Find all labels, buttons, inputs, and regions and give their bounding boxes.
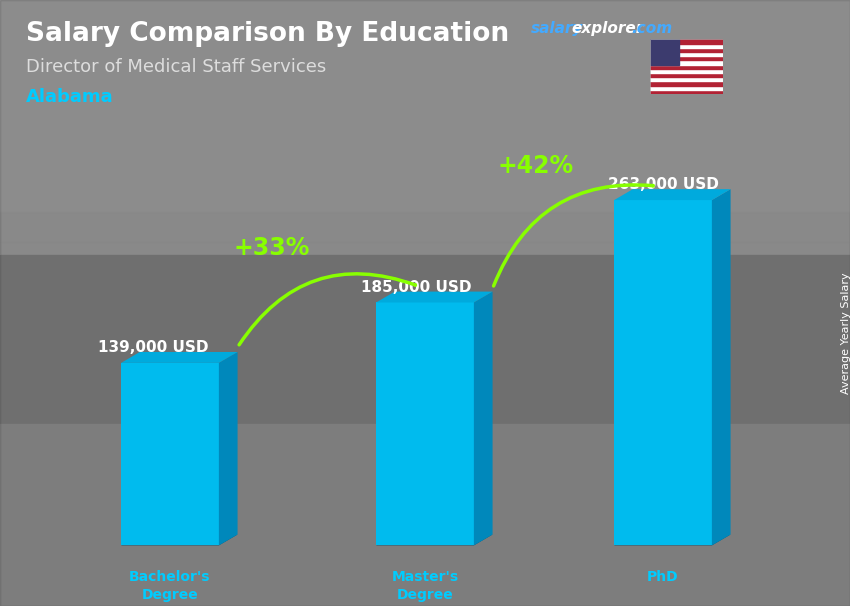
Polygon shape [376, 534, 492, 545]
Bar [650, 90, 722, 94]
Text: 263,000 USD: 263,000 USD [608, 177, 718, 192]
Polygon shape [376, 302, 474, 545]
Polygon shape [376, 291, 492, 302]
Polygon shape [122, 363, 218, 545]
Bar [0, 333, 850, 364]
Bar [0, 424, 850, 454]
Polygon shape [614, 189, 730, 200]
Text: Average Yearly Salary: Average Yearly Salary [841, 273, 850, 394]
Bar [0, 424, 850, 606]
Bar [0, 545, 850, 576]
Bar [650, 73, 722, 77]
Text: Salary Comparison By Education: Salary Comparison By Education [26, 21, 508, 47]
Bar [0, 364, 850, 394]
Bar [0, 394, 850, 424]
Text: PhD: PhD [647, 570, 679, 584]
Bar [0, 152, 850, 182]
Bar [0, 30, 850, 61]
Bar [650, 61, 722, 65]
Text: Master's
Degree: Master's Degree [392, 570, 458, 602]
Bar [0, 121, 850, 152]
Bar [650, 52, 722, 56]
Bar [0, 255, 850, 436]
Text: salary: salary [531, 21, 584, 36]
Bar [0, 0, 850, 30]
Bar [650, 56, 722, 61]
Bar [0, 454, 850, 485]
Bar [0, 273, 850, 303]
Polygon shape [218, 352, 237, 545]
Bar [0, 303, 850, 333]
Bar [650, 65, 722, 68]
Polygon shape [711, 189, 730, 545]
Polygon shape [474, 291, 492, 545]
Text: +33%: +33% [234, 236, 310, 260]
Text: .com: .com [632, 21, 672, 36]
Bar [650, 68, 722, 73]
Text: Alabama: Alabama [26, 88, 113, 106]
Bar [0, 212, 850, 242]
Polygon shape [614, 200, 711, 545]
Text: 139,000 USD: 139,000 USD [98, 340, 208, 355]
Bar [650, 39, 722, 44]
Bar [0, 61, 850, 91]
Bar [650, 77, 722, 81]
Text: explorer: explorer [571, 21, 643, 36]
Bar [650, 44, 722, 48]
Bar [650, 48, 722, 52]
Bar [650, 39, 679, 65]
Text: Bachelor's
Degree: Bachelor's Degree [129, 570, 211, 602]
Text: +42%: +42% [497, 155, 574, 178]
Bar [0, 485, 850, 515]
Bar [0, 0, 850, 273]
Bar [650, 85, 722, 90]
Polygon shape [122, 352, 237, 363]
Bar [0, 576, 850, 606]
Polygon shape [122, 534, 237, 545]
Bar [650, 81, 722, 85]
Text: Director of Medical Staff Services: Director of Medical Staff Services [26, 58, 326, 76]
Bar [0, 515, 850, 545]
Polygon shape [614, 534, 730, 545]
Bar [0, 91, 850, 121]
Text: 185,000 USD: 185,000 USD [361, 279, 472, 295]
Bar [0, 182, 850, 212]
Bar [0, 242, 850, 273]
